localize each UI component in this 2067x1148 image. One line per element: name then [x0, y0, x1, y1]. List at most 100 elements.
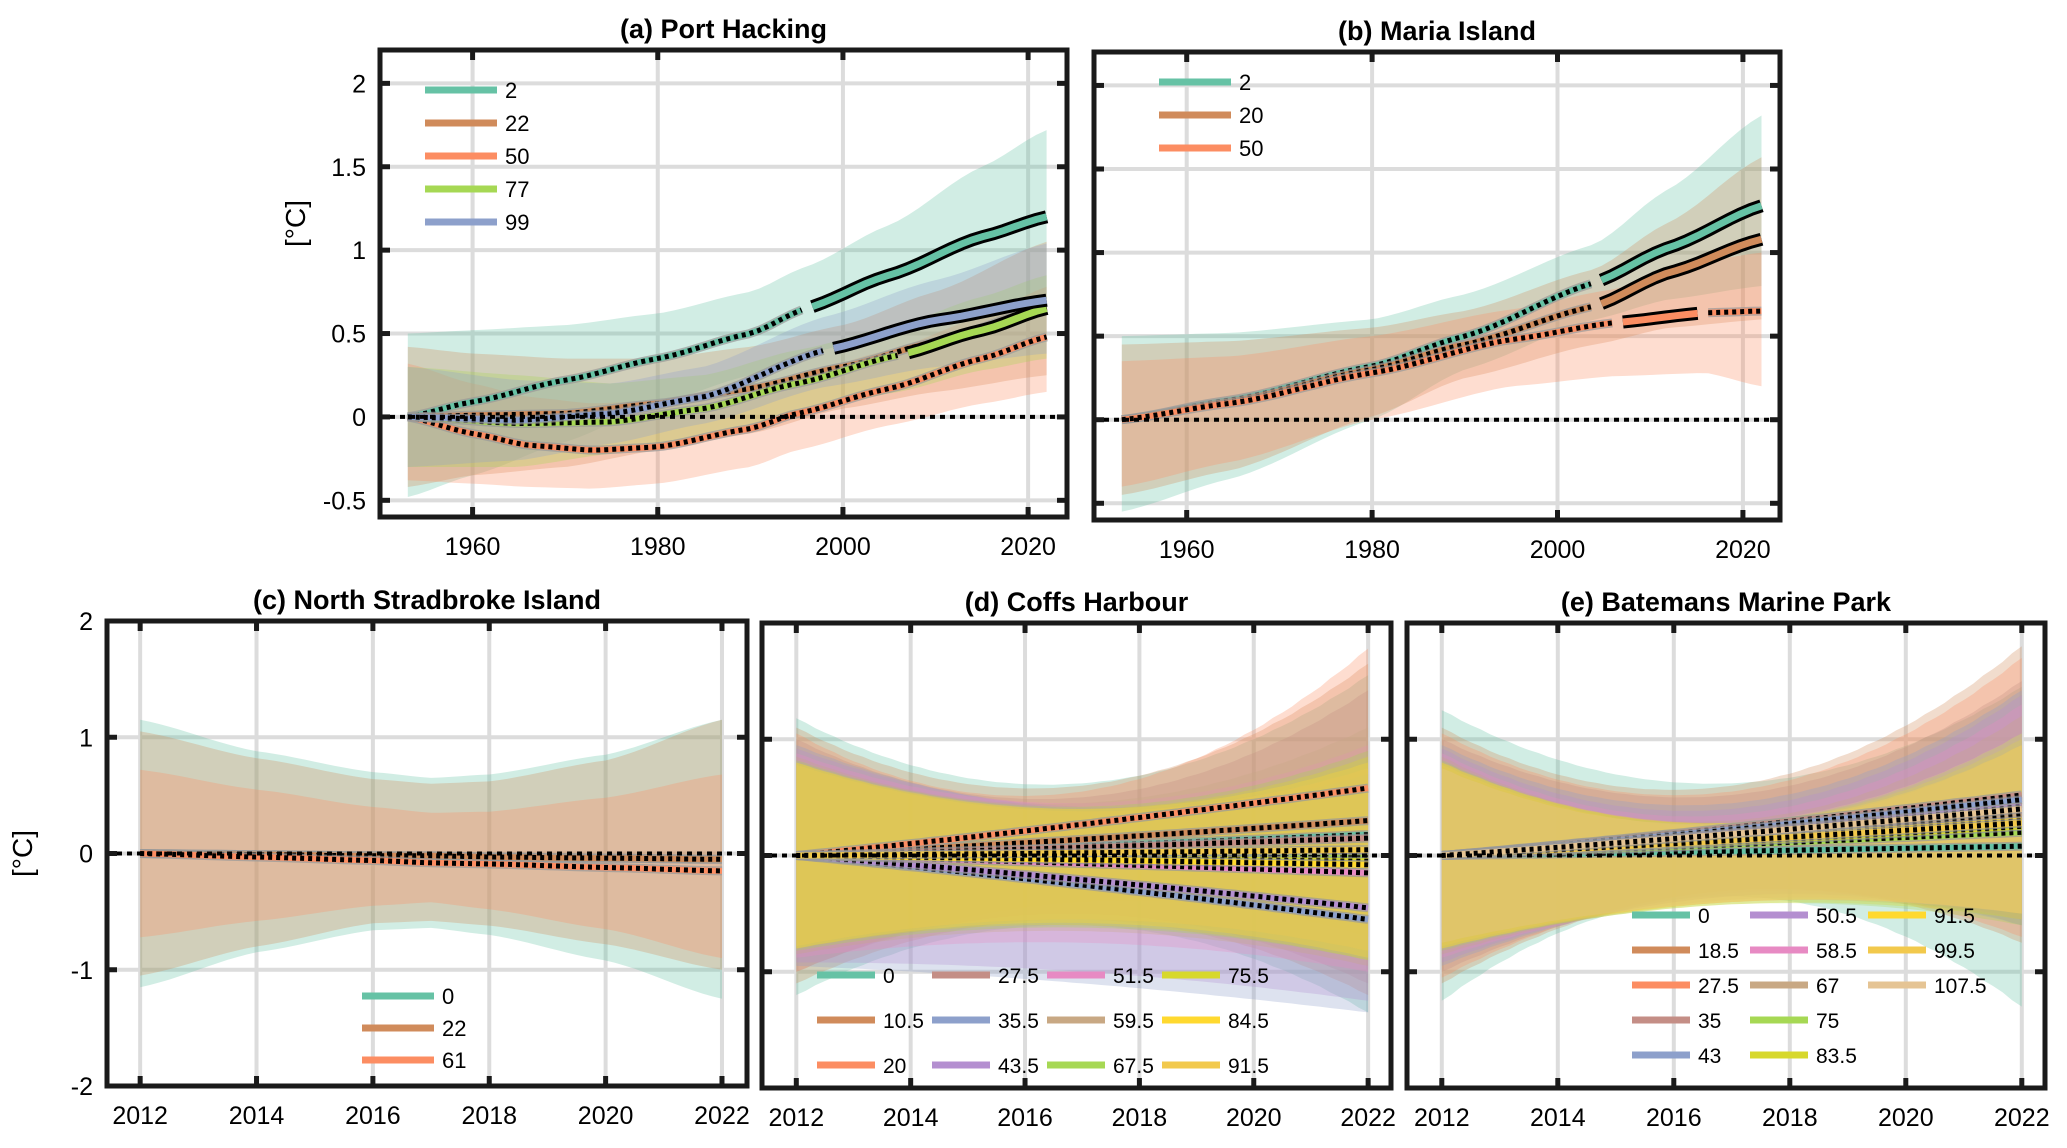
legend-label: 27.5 [998, 965, 1039, 988]
legend-label: 0 [442, 984, 454, 1009]
y-tick-label: -0.5 [323, 487, 366, 515]
legend: 2 20 50 [1159, 70, 1263, 161]
legend-item-20: 20 [1159, 103, 1263, 128]
legend-label: 43 [1698, 1045, 1721, 1068]
legend-label: 35 [1698, 1010, 1721, 1033]
legend-item-22: 22 [362, 1016, 466, 1041]
legend-item-84.5: 84.5 [1162, 1010, 1269, 1033]
legend-label: 2 [1239, 70, 1251, 95]
legend-label: 107.5 [1934, 975, 1987, 998]
x-tick-label: 2012 [112, 1102, 168, 1130]
legend-label: 51.5 [1113, 965, 1154, 988]
x-tick-label: 2022 [1340, 1104, 1396, 1132]
x-tick-label: 2016 [345, 1102, 401, 1130]
legend-label: 84.5 [1228, 1010, 1269, 1033]
x-tick-label: 2016 [997, 1104, 1053, 1132]
panel-c: 2012 2014 2016 2018 2020 2022 -2 -1 0 1 2 (c) North… [7, 585, 750, 1130]
trend-dots-50 [1708, 308, 1762, 316]
confidence-band-50 [1121, 252, 1762, 487]
significant-trend-20 [1600, 235, 1763, 307]
y-tick-label: -2 [71, 1073, 93, 1101]
trend-line-91.5 [796, 846, 1369, 859]
trend-line-20 [796, 785, 1369, 859]
plot-area [1441, 646, 2023, 1007]
y-tick-label: 2 [79, 608, 93, 636]
confidence-band-43.5 [796, 748, 1369, 1001]
legend-item-91.5: 91.5 [1868, 905, 1975, 928]
legend-label: 22 [442, 1016, 466, 1041]
legend-label: 50 [1239, 136, 1263, 161]
legend-item-99: 99 [425, 210, 529, 235]
legend-item-2: 2 [1159, 70, 1251, 95]
legend-item-0: 0 [362, 984, 454, 1009]
confidence-band-2 [1121, 115, 1762, 512]
trend-dots-61 [140, 851, 723, 874]
x-tick-label: 2012 [768, 1104, 824, 1132]
x-tick-label: 2016 [1646, 1104, 1702, 1132]
legend-item-59.5: 59.5 [1047, 1010, 1154, 1033]
legend-item-18.5: 18.5 [1632, 940, 1739, 963]
legend-item-27.5: 27.5 [932, 965, 1039, 988]
legend-label: 10.5 [883, 1010, 924, 1033]
legend-item-61: 61 [362, 1048, 466, 1073]
legend-item-91.5: 91.5 [1162, 1055, 1269, 1078]
panel-title: (e) Batemans Marine Park [1561, 587, 1892, 617]
panel-title: (d) Coffs Harbour [965, 587, 1189, 617]
x-tick-label: 2014 [229, 1102, 285, 1130]
x-tick-label: 2020 [1226, 1104, 1282, 1132]
trend-dots-107.5 [1441, 806, 2023, 858]
legend-item-67.5: 67.5 [1047, 1055, 1154, 1078]
legend-label: 0 [1698, 905, 1710, 928]
legend-item-43.5: 43.5 [932, 1055, 1039, 1078]
legend-label: 27.5 [1698, 975, 1739, 998]
plot-area [406, 130, 1049, 497]
legend-item-51.5: 51.5 [1047, 965, 1154, 988]
trend-dots-50 [407, 334, 1048, 453]
plot-area [795, 648, 1369, 1013]
y-axis-label: [°C] [280, 200, 311, 247]
confidence-band-2 [407, 130, 1047, 497]
legend-label: 75.5 [1228, 965, 1269, 988]
legend-item-10.5: 10.5 [817, 1010, 924, 1033]
x-tick-label: 2018 [1112, 1104, 1168, 1132]
confidence-band-50 [407, 286, 1047, 489]
legend-item-35.5: 35.5 [932, 1010, 1039, 1033]
legend-item-0: 0 [1632, 905, 1710, 928]
y-tick-label: -1 [71, 957, 93, 985]
x-tick-label: 2020 [1000, 533, 1056, 561]
legend-item-50: 50 [1159, 136, 1263, 161]
legend-item-20: 20 [817, 1055, 906, 1078]
trend-dots-20 [1121, 304, 1592, 423]
legend-label: 91.5 [1228, 1055, 1269, 1078]
panel-e: 2012 2014 2016 2018 2020 2022 (e) Batemans Mar… [1404, 587, 2050, 1132]
legend-item-2: 2 [425, 78, 517, 103]
legend: 0 18.5 27.5 35 43 50.5 58.5 67 75 83.5 91.5 99.5 107… [1632, 905, 1987, 1068]
panel-a: 1960 1980 2000 2020 -0.5 0 0.5 1 1.5 2 (a) Port Ha… [280, 14, 1070, 561]
legend-item-50: 50 [425, 144, 529, 169]
x-tick-label: 1980 [630, 533, 686, 561]
legend-item-35: 35 [1632, 1010, 1721, 1033]
plot-area [1121, 115, 1764, 512]
trend-dots-2 [407, 307, 803, 420]
axes-frame [1091, 49, 1783, 523]
significant-trend-2 [1600, 202, 1763, 284]
x-tick-label: 2022 [1994, 1104, 2050, 1132]
y-tick-label: 2 [352, 70, 366, 98]
legend-label: 67 [1816, 975, 1839, 998]
x-tick-label: 2018 [1762, 1104, 1818, 1132]
y-tick-label: 0 [352, 404, 366, 432]
legend-label: 20 [1239, 103, 1263, 128]
trend-dots-50 [1121, 320, 1613, 423]
legend-label: 0 [883, 965, 895, 988]
legend-item-75: 75 [1750, 1010, 1839, 1033]
y-tick-label: 1.5 [331, 154, 366, 182]
significant-trend-2 [811, 213, 1048, 310]
legend-label: 67.5 [1113, 1055, 1154, 1078]
legend-label: 22 [505, 111, 529, 136]
legend-label: 50.5 [1816, 905, 1857, 928]
legend-label: 35.5 [998, 1010, 1039, 1033]
legend: 0 22 61 [362, 984, 466, 1073]
panel-title: (c) North Stradbroke Island [253, 585, 601, 615]
x-tick-label: 2020 [578, 1102, 634, 1130]
y-tick-label: 1 [79, 724, 93, 752]
